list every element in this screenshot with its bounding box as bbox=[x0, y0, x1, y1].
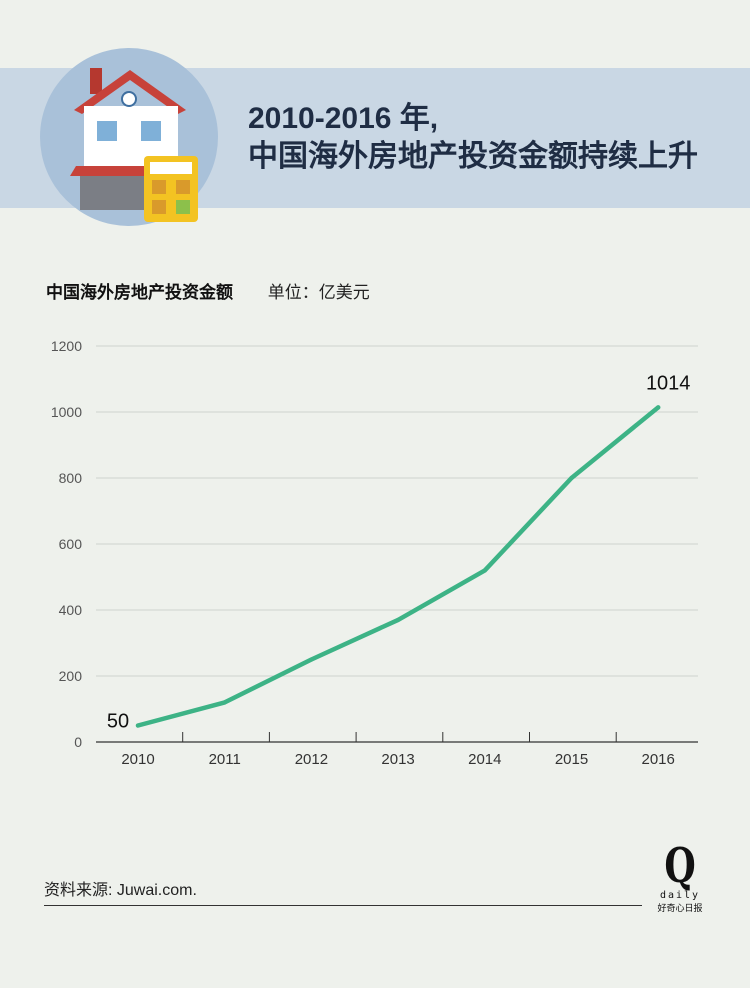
data-point bbox=[656, 405, 661, 410]
data-point bbox=[136, 723, 140, 728]
page-title: 2010-2016 年, 中国海外房地产投资金额持续上升 bbox=[248, 100, 698, 176]
x-tick-label: 2013 bbox=[381, 751, 414, 768]
title-line-2: 中国海外房地产投资金额持续上升 bbox=[248, 140, 698, 173]
data-point bbox=[569, 476, 574, 480]
data-point bbox=[482, 568, 487, 573]
metric-label: 中国海外房地产投资金额 bbox=[46, 283, 233, 302]
y-tick-label: 400 bbox=[59, 602, 83, 618]
data-point bbox=[396, 617, 401, 622]
source-note: 资料来源: Juwai.com. bbox=[44, 882, 197, 899]
footer-divider bbox=[44, 905, 642, 906]
line-chart: 0 200 400 600 800 1000 1200 2010 2011 2012 2013 20… bbox=[51, 338, 698, 768]
logo-word: daily bbox=[659, 890, 701, 901]
x-tick-label: 2015 bbox=[555, 751, 588, 768]
x-tick-label: 2010 bbox=[121, 751, 154, 768]
y-tick-label: 800 bbox=[59, 470, 83, 486]
qdaily-logo: Q daily 好奇心日报 bbox=[650, 840, 710, 914]
data-point bbox=[309, 657, 314, 662]
x-tick-label: 2011 bbox=[209, 751, 241, 768]
y-tick-label: 200 bbox=[59, 668, 83, 684]
data-label: 50 bbox=[107, 711, 129, 733]
x-tick-label: 2012 bbox=[295, 751, 328, 768]
data-point bbox=[222, 700, 227, 705]
unit-label: 单位：亿美元 bbox=[267, 283, 370, 302]
y-tick-label: 0 bbox=[74, 734, 82, 750]
data-label: 1014 bbox=[646, 372, 691, 394]
house-calculator-icon bbox=[70, 68, 198, 222]
x-tick-label: 2014 bbox=[468, 751, 501, 768]
chart-subtitle: 中国海外房地产投资金额 单位：亿美元 bbox=[46, 278, 370, 303]
title-line-1: 2010-2016 年, bbox=[248, 102, 439, 135]
logo-letter: Q bbox=[664, 838, 696, 894]
y-tick-label: 1000 bbox=[51, 404, 82, 420]
x-tick-label: 2016 bbox=[642, 751, 675, 768]
y-tick-label: 1200 bbox=[51, 338, 82, 354]
logo-chinese: 好奇心日报 bbox=[657, 903, 703, 913]
series-line bbox=[135, 405, 661, 728]
y-tick-label: 600 bbox=[59, 536, 83, 552]
